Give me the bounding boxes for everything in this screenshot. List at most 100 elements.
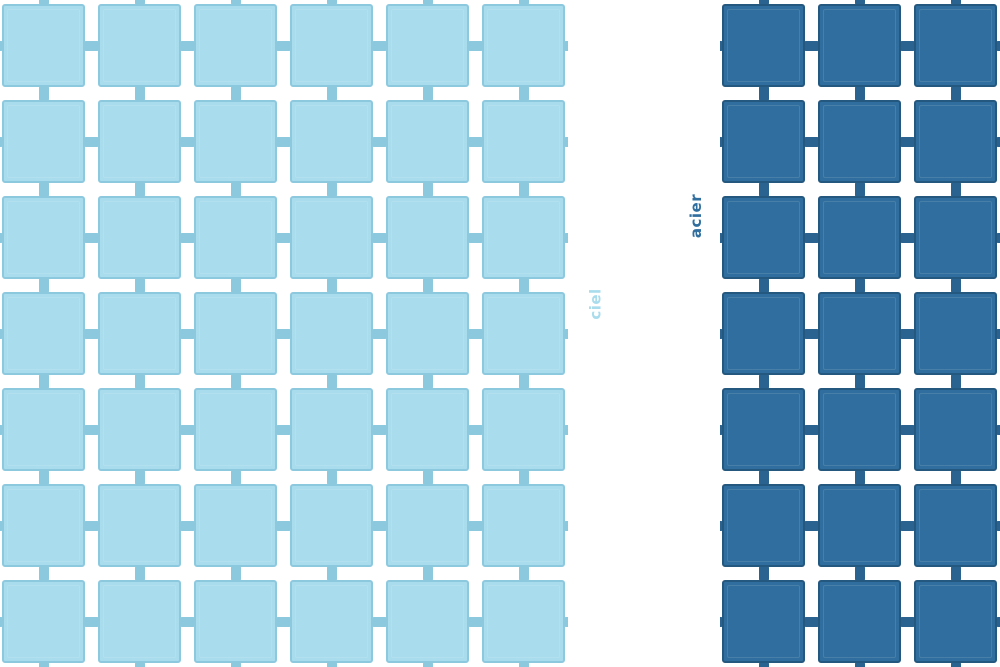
ciel-tile — [290, 484, 373, 567]
ciel-tile — [2, 484, 85, 567]
ciel-connector — [326, 566, 337, 581]
ciel-connector — [564, 520, 568, 531]
ciel-connector — [84, 40, 99, 51]
acier-connector — [758, 0, 769, 5]
ciel-tile — [482, 196, 565, 279]
ciel-connector — [180, 616, 195, 627]
ciel-tile — [482, 292, 565, 375]
ciel-tile — [386, 388, 469, 471]
acier-connector — [996, 520, 1000, 531]
acier-connector — [950, 86, 961, 101]
acier-connector — [854, 470, 865, 485]
ciel-connector — [468, 40, 483, 51]
ciel-connector — [422, 566, 433, 581]
acier-tile — [722, 196, 805, 279]
acier-connector — [950, 374, 961, 389]
acier-connector — [804, 328, 819, 339]
acier-connector — [758, 278, 769, 293]
ciel-connector — [372, 616, 387, 627]
ciel-connector — [518, 374, 529, 389]
ciel-tile — [194, 580, 277, 663]
acier-connector — [854, 86, 865, 101]
ciel-connector — [0, 40, 3, 51]
acier-tile — [722, 580, 805, 663]
acier-connector — [720, 328, 723, 339]
acier-connector — [996, 424, 1000, 435]
acier-connector — [950, 662, 961, 667]
acier-tile-grid — [722, 4, 997, 663]
acier-connector — [900, 424, 915, 435]
acier-connector — [854, 182, 865, 197]
ciel-connector — [372, 232, 387, 243]
ciel-connector — [468, 232, 483, 243]
ciel-connector — [230, 662, 241, 667]
swatch-label-acier: acier — [687, 193, 706, 239]
acier-connector — [804, 40, 819, 51]
acier-tile — [722, 388, 805, 471]
ciel-connector — [518, 566, 529, 581]
acier-connector — [996, 40, 1000, 51]
ciel-connector — [180, 520, 195, 531]
ciel-connector — [0, 520, 3, 531]
ciel-tile — [194, 292, 277, 375]
ciel-connector — [518, 86, 529, 101]
ciel-connector — [326, 662, 337, 667]
ciel-tile — [194, 100, 277, 183]
ciel-tile — [482, 4, 565, 87]
ciel-connector — [134, 662, 145, 667]
acier-tile — [722, 484, 805, 567]
ciel-tile — [194, 388, 277, 471]
ciel-connector — [372, 424, 387, 435]
ciel-tile — [386, 484, 469, 567]
ciel-connector — [276, 40, 291, 51]
acier-tile — [722, 100, 805, 183]
ciel-connector — [134, 86, 145, 101]
acier-connector — [900, 136, 915, 147]
ciel-tile — [386, 100, 469, 183]
ciel-tile — [290, 292, 373, 375]
ciel-connector — [38, 0, 49, 5]
acier-connector — [996, 616, 1000, 627]
ciel-connector — [564, 616, 568, 627]
acier-connector — [996, 136, 1000, 147]
ciel-connector — [518, 182, 529, 197]
ciel-connector — [564, 136, 568, 147]
ciel-connector — [134, 0, 145, 5]
ciel-connector — [230, 470, 241, 485]
ciel-connector — [0, 328, 3, 339]
ciel-connector — [276, 520, 291, 531]
ciel-connector — [84, 520, 99, 531]
ciel-connector — [372, 520, 387, 531]
acier-connector — [804, 232, 819, 243]
ciel-connector — [230, 278, 241, 293]
ciel-connector — [422, 182, 433, 197]
acier-connector — [758, 470, 769, 485]
acier-connector — [854, 566, 865, 581]
ciel-connector — [468, 520, 483, 531]
ciel-tile — [386, 292, 469, 375]
ciel-connector — [0, 136, 3, 147]
ciel-tile — [98, 484, 181, 567]
ciel-connector — [0, 616, 3, 627]
ciel-connector — [180, 424, 195, 435]
ciel-connector — [518, 662, 529, 667]
ciel-connector — [276, 328, 291, 339]
acier-connector — [900, 520, 915, 531]
ciel-connector — [326, 278, 337, 293]
acier-tile — [818, 388, 901, 471]
acier-connector — [758, 566, 769, 581]
ciel-connector — [326, 470, 337, 485]
ciel-tile — [386, 196, 469, 279]
ciel-connector — [84, 328, 99, 339]
ciel-connector — [326, 374, 337, 389]
acier-tile — [818, 580, 901, 663]
ciel-connector — [422, 662, 433, 667]
acier-connector — [758, 374, 769, 389]
acier-connector — [854, 662, 865, 667]
ciel-connector — [180, 232, 195, 243]
ciel-tile — [482, 580, 565, 663]
acier-connector — [900, 616, 915, 627]
ciel-connector — [84, 616, 99, 627]
ciel-tile — [290, 580, 373, 663]
acier-connector — [900, 328, 915, 339]
